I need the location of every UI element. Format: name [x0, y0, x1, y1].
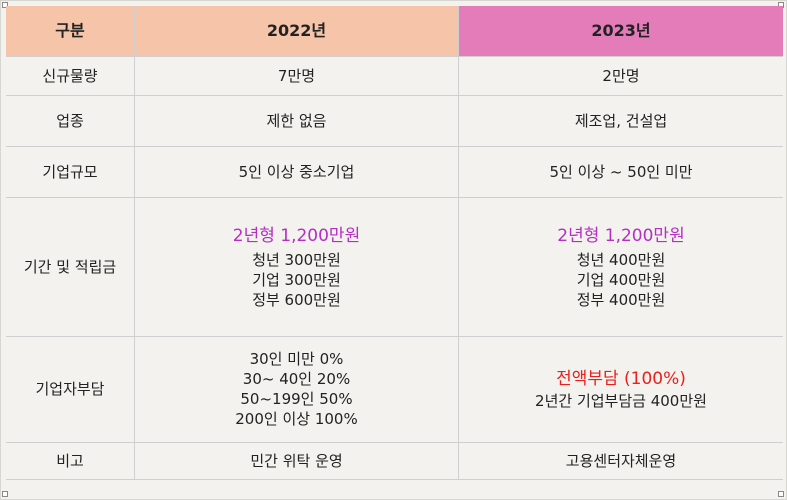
burden-tier: 50~199인 50%: [240, 390, 353, 408]
cell-2022: 2년형 1,200만원 청년 300만원 기업 300만원 정부 600만원: [134, 197, 459, 337]
header-2023: 2023년: [458, 6, 783, 57]
cell-2022: 5인 이상 중소기업: [134, 146, 459, 198]
header-category: 구분: [6, 6, 135, 57]
youth-amount: 청년 300만원: [252, 250, 341, 269]
cell-2022: 7만명: [134, 56, 459, 96]
cell-2023: 전액부담 (100%) 2년간 기업부담금 400만원: [458, 336, 783, 443]
cell-2023: 5인 이상 ~ 50인 미만: [458, 146, 783, 198]
table-row-new-volume: 신규물량 7만명 2만명: [6, 56, 783, 96]
table-row-remarks: 비고 민간 위탁 운영 고용센터자체운영: [6, 442, 783, 480]
cell-2023: 고용센터자체운영: [458, 442, 783, 480]
row-label: 기간 및 적립금: [6, 197, 135, 337]
row-label: 기업자부담: [6, 336, 135, 443]
row-label: 기업규모: [6, 146, 135, 198]
comparison-table: 구분 2022년 2023년 신규물량 7만명 2만명 업종 제한 없음 제조업…: [6, 6, 783, 480]
government-amount: 정부 600만원: [252, 290, 341, 309]
header-row: 구분 2022년 2023년: [6, 6, 783, 57]
burden-detail: 2년간 기업부담금 400만원: [535, 392, 707, 410]
burden-tier: 30~ 40인 20%: [242, 370, 351, 388]
company-amount: 기업 400만원: [576, 270, 666, 289]
burden-tier: 30인 미만 0%: [249, 350, 344, 368]
cell-2022: 제한 없음: [134, 95, 459, 147]
government-amount: 정부 400만원: [576, 290, 666, 309]
cell-2022: 민간 위탁 운영: [134, 442, 459, 480]
plan-amount: 2년형 1,200만원: [232, 225, 361, 246]
corner-handle-bottom-left: [2, 491, 8, 497]
burden-highlight: 전액부담 (100%): [556, 369, 686, 389]
corner-handle-top-left: [2, 2, 8, 8]
cell-2023: 2만명: [458, 56, 783, 96]
row-label: 비고: [6, 442, 135, 480]
row-label: 업종: [6, 95, 135, 147]
cell-2023: 2년형 1,200만원 청년 400만원 기업 400만원 정부 400만원: [458, 197, 783, 337]
youth-amount: 청년 400만원: [576, 250, 666, 269]
header-2022: 2022년: [134, 6, 459, 57]
burden-tier: 200인 이상 100%: [235, 410, 358, 428]
corner-handle-bottom-right: [778, 491, 784, 497]
table-row-period-savings: 기간 및 적립금 2년형 1,200만원 청년 300만원 기업 300만원 정…: [6, 197, 783, 337]
plan-amount: 2년형 1,200만원: [557, 225, 685, 246]
cell-2022: 30인 미만 0% 30~ 40인 20% 50~199인 50% 200인 이…: [134, 336, 459, 443]
table-row-company-burden: 기업자부담 30인 미만 0% 30~ 40인 20% 50~199인 50% …: [6, 336, 783, 443]
row-label: 신규물량: [6, 56, 135, 96]
cell-2023: 제조업, 건설업: [458, 95, 783, 147]
company-amount: 기업 300만원: [252, 270, 341, 289]
table-row-company-size: 기업규모 5인 이상 중소기업 5인 이상 ~ 50인 미만: [6, 146, 783, 198]
table-row-industry: 업종 제한 없음 제조업, 건설업: [6, 95, 783, 147]
